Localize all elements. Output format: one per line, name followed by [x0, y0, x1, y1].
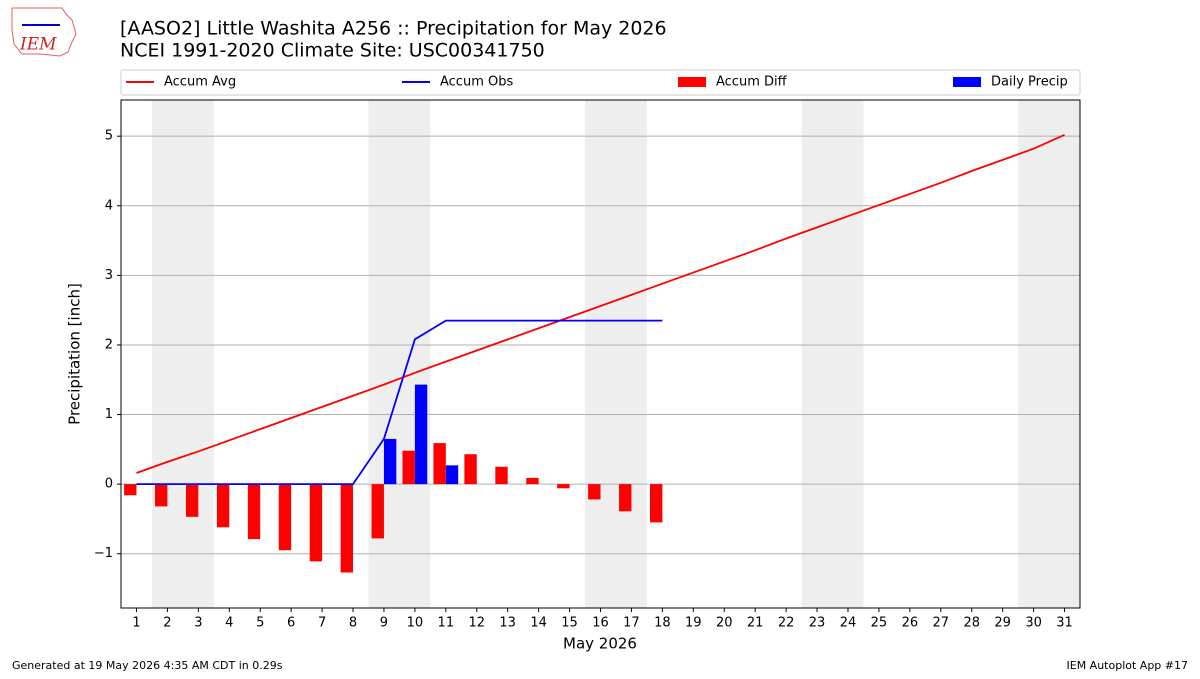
- y-tick-label: 1: [105, 407, 113, 422]
- x-tick-label: 19: [685, 616, 702, 631]
- bar: [495, 466, 508, 485]
- y-tick-label: 2: [105, 337, 113, 352]
- footer-left: Generated at 19 May 2026 4:35 AM CDT in …: [12, 659, 283, 672]
- x-tick-label: 20: [716, 616, 733, 631]
- x-tick-label: 1: [132, 616, 140, 631]
- bar: [371, 484, 384, 539]
- bar: [588, 484, 601, 500]
- footer-right: IEM Autoplot App #17: [1067, 659, 1189, 672]
- x-tick-label: 18: [654, 616, 671, 631]
- y-tick-label: 0: [105, 477, 113, 492]
- x-tick-label: 21: [747, 616, 764, 631]
- x-tick-label: 4: [225, 616, 233, 631]
- bar: [309, 484, 323, 562]
- weekend-band: [1018, 100, 1080, 608]
- x-tick-label: 6: [287, 616, 295, 631]
- weekend-band: [151, 100, 214, 608]
- y-tick-label: −1: [94, 546, 113, 561]
- bar: [402, 450, 415, 485]
- x-tick-label: 15: [561, 616, 578, 631]
- x-tick-label: 11: [438, 616, 455, 631]
- bar: [649, 484, 663, 523]
- legend-swatch: [678, 77, 706, 87]
- x-tick-label: 22: [778, 616, 795, 631]
- x-axis-label: May 2026: [563, 635, 637, 653]
- logo-outline: [11, 7, 77, 57]
- x-tick-label: 9: [380, 616, 388, 631]
- line: [136, 319, 663, 486]
- bar: [433, 443, 446, 485]
- bar: [216, 484, 230, 528]
- chart-subtitle: NCEI 1991-2020 Climate Site: USC00341750: [120, 40, 545, 62]
- x-tick-label: 2: [163, 616, 171, 631]
- weekend-band: [801, 100, 864, 608]
- x-tick-label: 23: [809, 616, 826, 631]
- x-tick-label: 29: [994, 616, 1011, 631]
- x-tick-label: 27: [933, 616, 950, 631]
- x-tick-label: 12: [468, 616, 485, 631]
- x-tick-label: 5: [256, 616, 264, 631]
- bar: [619, 484, 632, 512]
- x-tick-label: 16: [592, 616, 609, 631]
- chart-title: [AASO2] Little Washita A256 :: Precipita…: [120, 18, 667, 40]
- x-tick-label: 24: [840, 616, 857, 631]
- x-tick-label: 25: [871, 616, 888, 631]
- legend-label: Accum Avg: [164, 75, 236, 90]
- x-tick-label: 30: [1025, 616, 1042, 631]
- bar: [278, 484, 292, 551]
- bar: [526, 477, 539, 485]
- weekend-band: [585, 100, 647, 608]
- x-tick-label: 8: [349, 616, 357, 631]
- bar: [445, 465, 459, 485]
- x-tick-label: 10: [407, 616, 424, 631]
- bar: [383, 438, 397, 485]
- plot-frame: [120, 99, 1081, 609]
- legend-swatch: [953, 77, 981, 87]
- y-tick-label: 5: [105, 129, 113, 144]
- y-tick-label: 3: [105, 268, 113, 283]
- legend-box: [120, 69, 1081, 96]
- x-tick-label: 26: [902, 616, 919, 631]
- x-tick-label: 17: [623, 616, 640, 631]
- x-tick-label: 13: [499, 616, 516, 631]
- x-tick-label: 31: [1056, 616, 1073, 631]
- bar: [340, 484, 354, 573]
- legend-label: Accum Obs: [440, 75, 513, 90]
- logo: IEM: [11, 7, 77, 57]
- bar: [464, 454, 477, 485]
- x-tick-label: 14: [530, 616, 547, 631]
- x-tick-label: 3: [194, 616, 202, 631]
- bar: [155, 484, 168, 507]
- x-tick-label: 28: [963, 616, 980, 631]
- bar: [124, 484, 137, 496]
- bar: [414, 384, 428, 485]
- line: [136, 133, 1065, 474]
- legend-label: Accum Diff: [716, 75, 788, 90]
- legend-label: Daily Precip: [991, 75, 1068, 90]
- bar: [557, 484, 570, 489]
- bar: [247, 484, 261, 540]
- x-tick-label: 7: [318, 616, 326, 631]
- logo-text: IEM: [19, 35, 57, 55]
- bar: [185, 484, 199, 517]
- y-axis-label: Precipitation [inch]: [66, 283, 84, 425]
- y-tick-label: 4: [105, 198, 113, 213]
